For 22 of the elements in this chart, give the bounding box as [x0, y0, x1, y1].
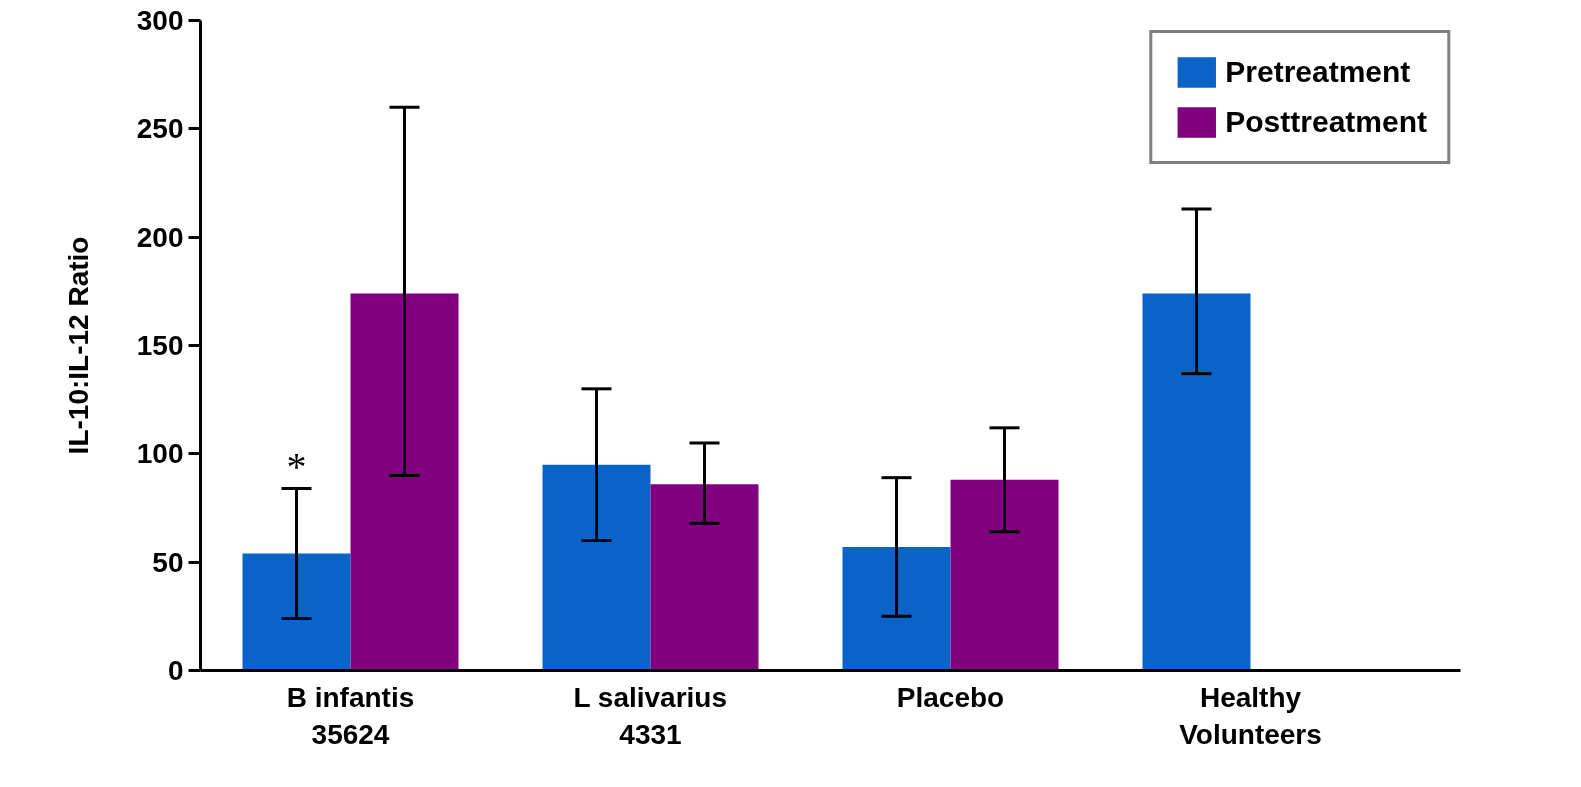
y-axis-title: IL-10:IL-12 Ratio	[62, 236, 94, 455]
y-tick-label: 100	[136, 438, 184, 470]
bar	[350, 293, 459, 671]
x-tick-label: B infantis 35624	[286, 681, 415, 750]
x-tick-label: L salivarius 4331	[573, 681, 728, 750]
bar	[950, 479, 1059, 671]
bar	[842, 547, 951, 671]
y-tick-label: 0	[167, 655, 184, 686]
y-tick-label: 200	[136, 221, 184, 253]
legend-label: Pretreatment	[1225, 55, 1411, 89]
y-tick-label: 300	[136, 5, 184, 36]
y-tick-label: 150	[136, 330, 184, 361]
bar	[650, 484, 759, 671]
bar	[542, 464, 651, 671]
bar	[1142, 293, 1251, 671]
y-tick-label: 250	[136, 113, 184, 145]
legend-label: Posttreatment	[1225, 105, 1427, 139]
bar	[242, 553, 351, 671]
x-tick-label: Healthy Volunteers	[1179, 681, 1322, 750]
x-tick-label: Placebo	[896, 681, 1005, 713]
annotation: *	[286, 443, 307, 489]
y-tick-label: 50	[152, 546, 184, 578]
